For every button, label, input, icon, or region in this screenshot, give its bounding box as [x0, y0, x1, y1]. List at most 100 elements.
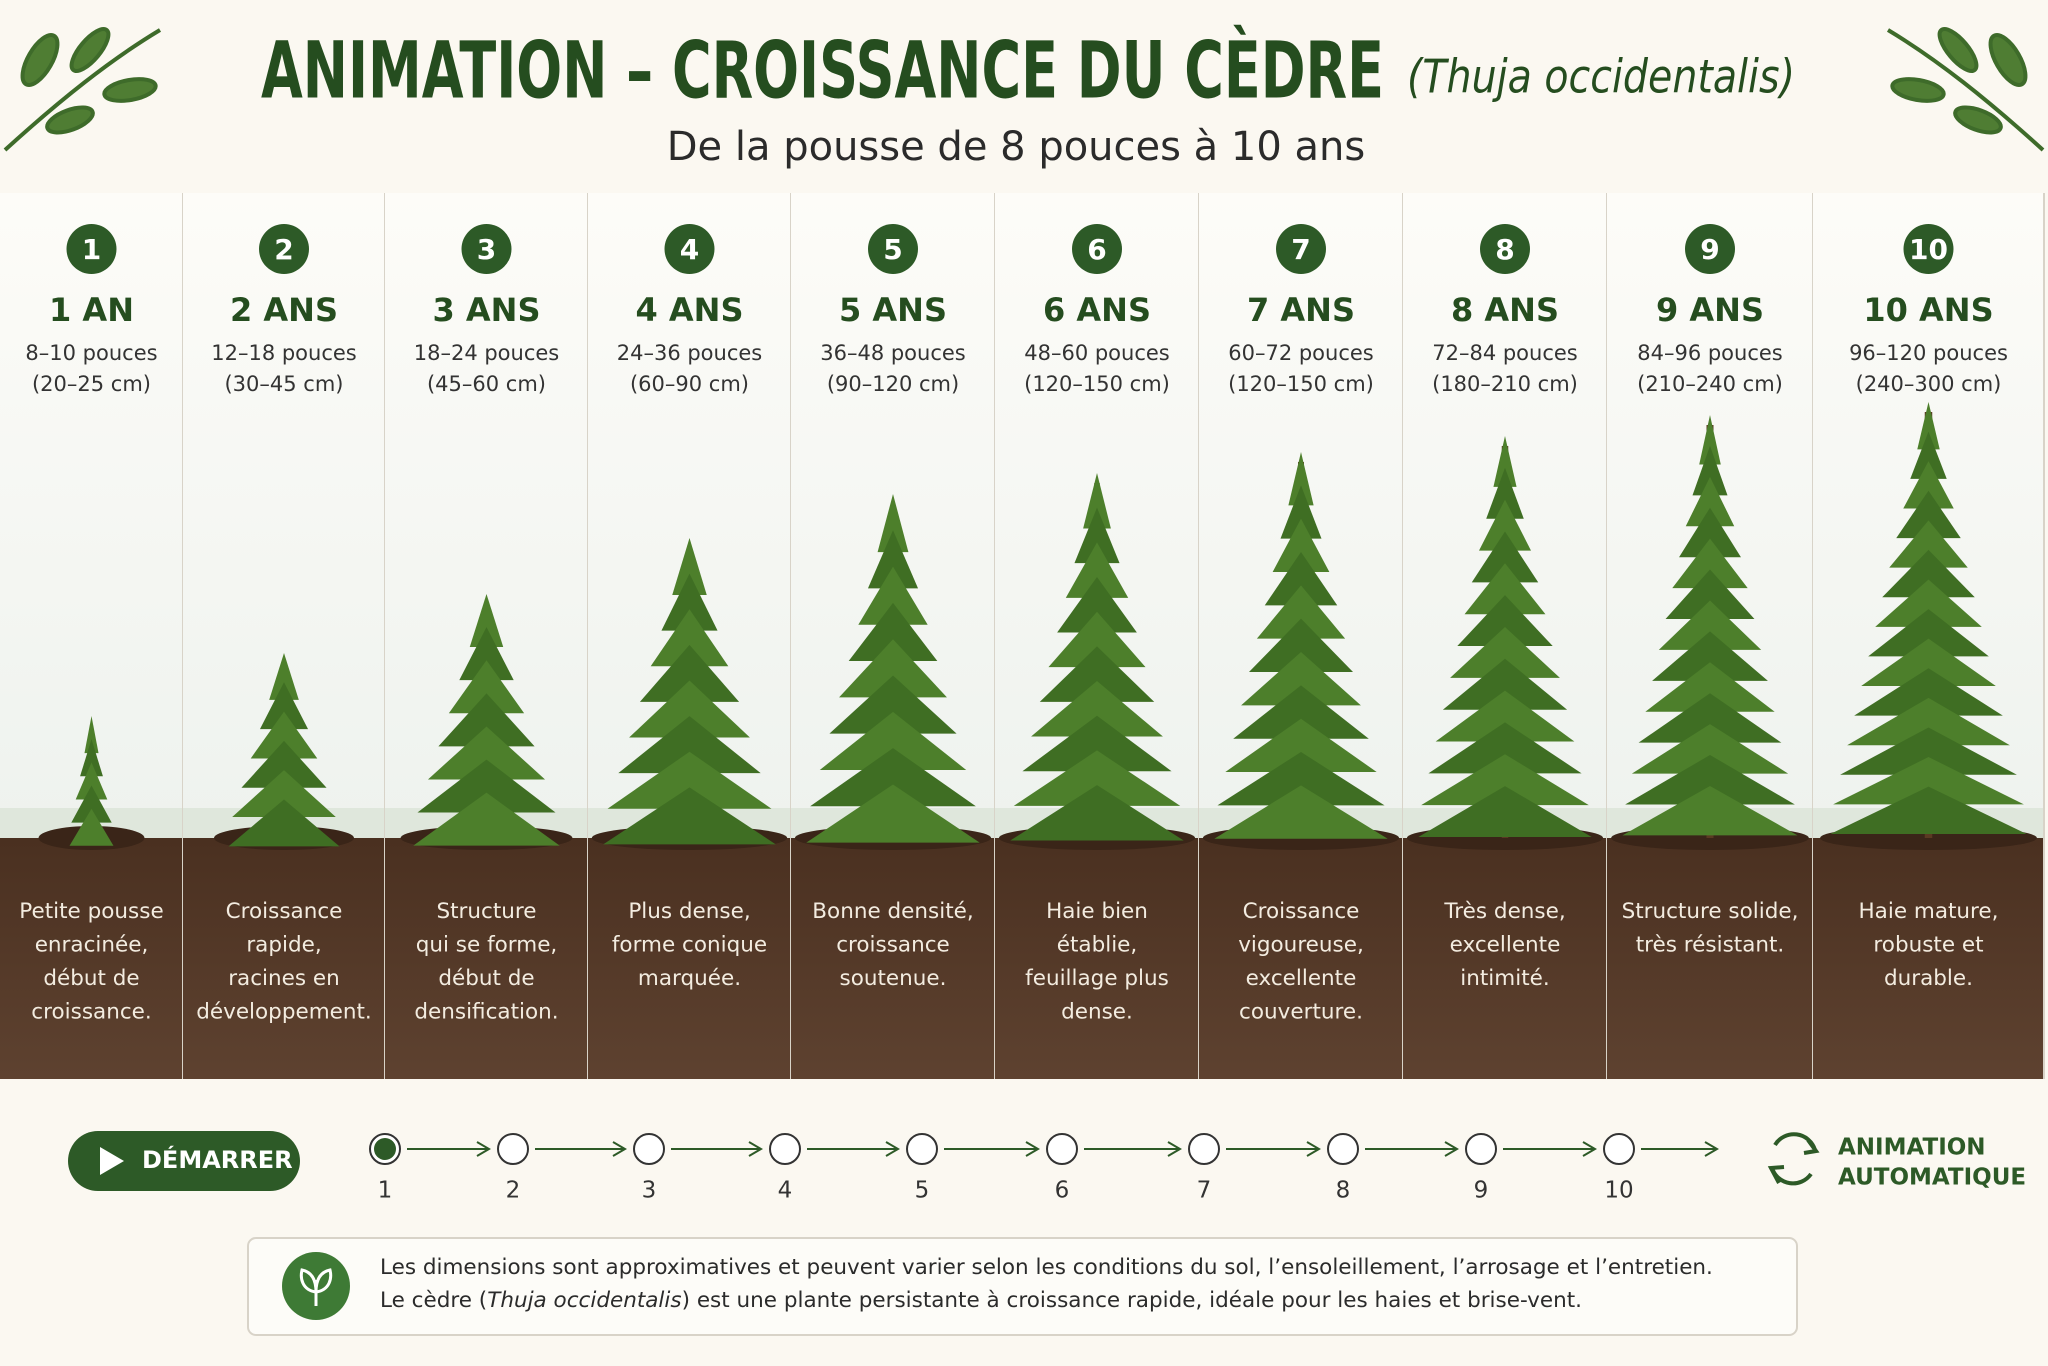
step-number: 10	[1909, 233, 1948, 266]
foliage	[448, 660, 525, 714]
foliage	[84, 716, 99, 754]
foliage	[1658, 600, 1762, 650]
year-label: 4 ANS	[636, 291, 744, 329]
step-number: 2	[274, 233, 293, 266]
timeline-step[interactable]	[769, 1133, 801, 1165]
step-badge	[461, 224, 512, 274]
description: densification.	[414, 1000, 558, 1025]
foliage	[867, 530, 919, 589]
panel: 3 3 ANS 18–24 pouces (45–60 cm) Structure qui…	[385, 193, 589, 1079]
foliage	[877, 494, 909, 553]
foliage	[1672, 538, 1748, 589]
play-icon	[100, 1147, 124, 1175]
panels: 1 1 AN 8–10 pouces (20–25 cm) Petite pousse e…	[0, 193, 2045, 1079]
foliage	[1039, 646, 1155, 702]
size-cm: (120–150 cm)	[1228, 372, 1374, 396]
foliage	[417, 759, 556, 813]
description: rapide,	[246, 933, 321, 958]
step-badge	[1685, 224, 1735, 274]
foliage	[1428, 722, 1582, 774]
foliage	[1225, 718, 1377, 773]
step-label: 5	[915, 1178, 930, 1204]
foliage	[819, 711, 967, 770]
foliage	[1288, 452, 1314, 506]
panel: 2 2 ANS 12–18 pouces (30–45 cm) Croissance ra…	[183, 193, 386, 1079]
timeline-step[interactable]	[1327, 1133, 1359, 1165]
controls: DÉMARRER ANIMATION AUTOMATIQUE 1 2 3 4 5 6 7 8 9…	[68, 1131, 2026, 1204]
step-badge	[1072, 224, 1122, 274]
arrow-head	[1582, 1141, 1597, 1157]
foliage	[1065, 542, 1129, 598]
step-number: 4	[680, 233, 699, 266]
size-inches: 24–36 pouces	[617, 341, 763, 365]
step-label: 3	[642, 1178, 657, 1204]
description: robuste et	[1873, 933, 1983, 958]
foliage	[661, 573, 718, 631]
foliage	[806, 784, 980, 843]
title: ANIMATION – CROISSANCE DU CÈDRE	[261, 24, 1384, 116]
arrow-head	[476, 1141, 491, 1157]
foliage	[459, 627, 514, 681]
description: Très dense,	[1443, 899, 1565, 924]
arrow-head	[1025, 1141, 1040, 1157]
panel: 8 8 ANS 72–84 pouces (180–210 cm) Très dense…	[1403, 193, 1608, 1079]
size-inches: 8–10 pouces	[25, 341, 157, 365]
foliage	[829, 675, 957, 734]
step-badge	[1903, 224, 1954, 274]
auto-label: AUTOMATIQUE	[1838, 1165, 2026, 1191]
timeline-step[interactable]	[906, 1133, 938, 1165]
description: Plus dense,	[628, 899, 750, 924]
step-number: 6	[1087, 233, 1106, 266]
foliage	[1622, 785, 1798, 836]
foliage	[1464, 563, 1546, 615]
description: Structure	[436, 899, 536, 924]
timeline-step[interactable]	[1046, 1133, 1078, 1165]
foliage	[269, 653, 299, 700]
foliage	[1272, 518, 1330, 573]
timeline-step[interactable]	[497, 1133, 529, 1165]
foliage	[438, 693, 535, 747]
foliage	[1917, 402, 1940, 450]
foliage	[1875, 579, 1982, 627]
foliage	[1248, 618, 1354, 673]
timeline-step[interactable]	[1465, 1133, 1497, 1165]
timeline-step[interactable]	[1188, 1133, 1220, 1165]
leaf	[299, 1268, 333, 1306]
step-badge	[1480, 224, 1530, 274]
description: début de	[43, 966, 139, 991]
foliage	[839, 639, 947, 698]
start-label: DÉMARRER	[142, 1145, 293, 1174]
foliage	[1264, 552, 1338, 606]
foliage	[1048, 611, 1146, 668]
description: qui se forme,	[416, 933, 558, 958]
foliage	[1854, 668, 2003, 716]
description: enracinée,	[35, 933, 149, 958]
foliage	[1442, 658, 1568, 710]
note-part: ) est une plante persistante à croissanc…	[682, 1288, 1582, 1313]
foliage	[1010, 785, 1184, 841]
foliage	[848, 602, 938, 662]
soil	[183, 838, 385, 1079]
foliage	[1471, 531, 1539, 583]
foliage	[250, 711, 318, 759]
start-button[interactable]	[68, 1131, 300, 1191]
step-label: 8	[1336, 1178, 1351, 1204]
foliage	[80, 739, 103, 777]
foliage	[1214, 785, 1388, 839]
note-frame	[247, 1237, 1798, 1336]
foliage	[1418, 786, 1592, 837]
timeline-step[interactable]	[633, 1133, 665, 1165]
size-inches: 72–84 pouces	[1432, 341, 1578, 365]
description: excellente	[1246, 966, 1357, 991]
description: intimité.	[1460, 966, 1549, 991]
description: développement.	[196, 1000, 372, 1025]
foliage	[1910, 431, 1947, 479]
arrow-head	[1306, 1141, 1321, 1157]
timeline-step[interactable]	[1603, 1133, 1635, 1165]
auto-label: ANIMATION	[1838, 1135, 1986, 1161]
step-label: 1	[378, 1178, 393, 1204]
foliage	[672, 538, 707, 595]
foliage	[1665, 569, 1755, 620]
soil	[1607, 838, 1813, 1079]
